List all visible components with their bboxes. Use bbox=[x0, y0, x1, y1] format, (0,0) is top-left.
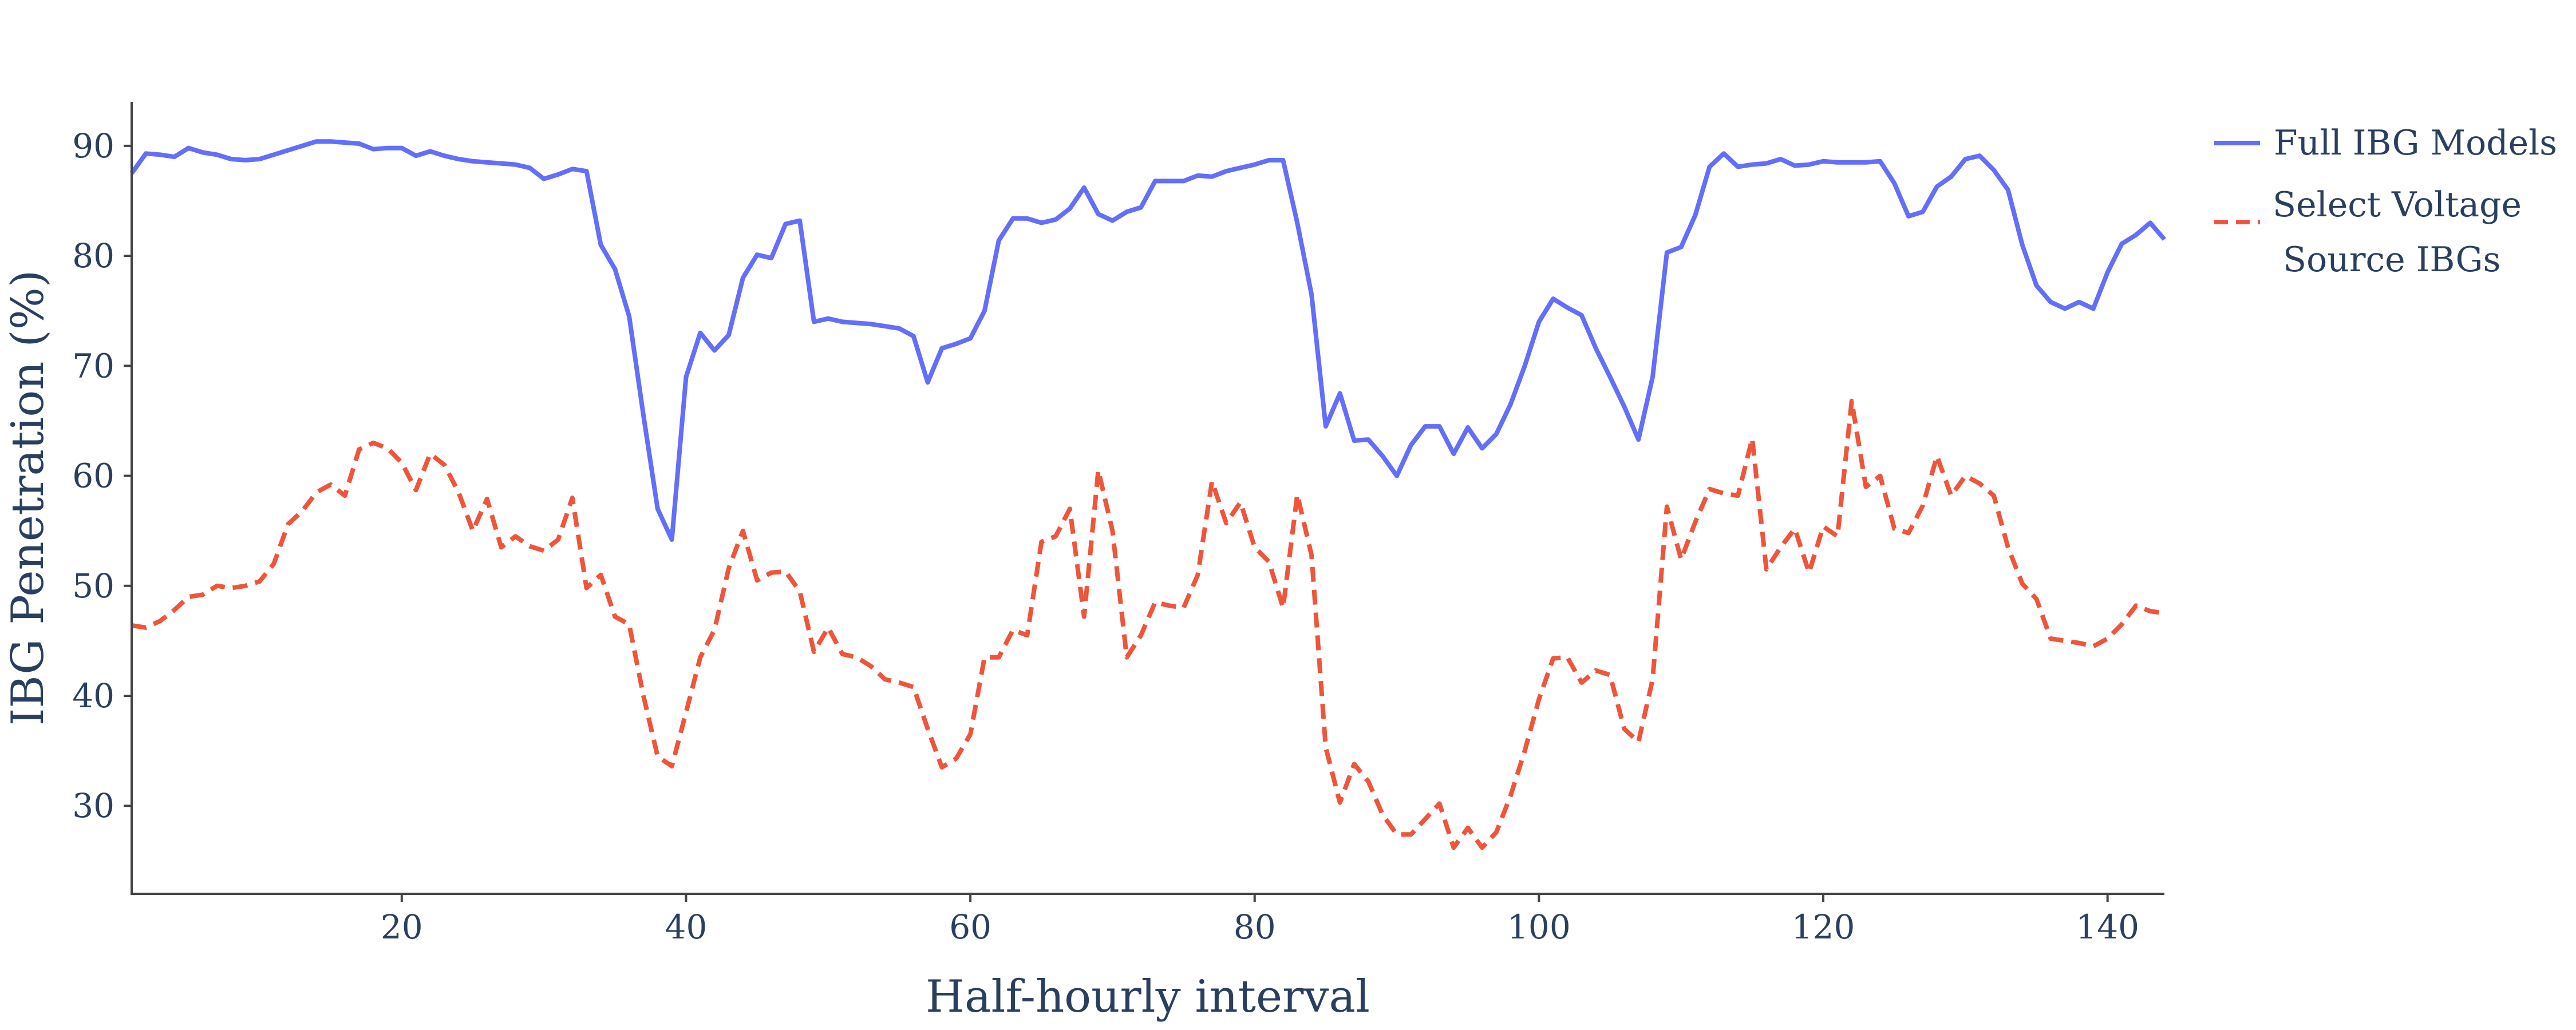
x-tick-label: 40 bbox=[665, 908, 708, 946]
legend-label-select-voltage-source-ibgs: Select Voltage Source IBGs bbox=[2273, 185, 2522, 280]
legend: Full IBG Models Select Voltage Source IBGs bbox=[2214, 123, 2557, 280]
series-full-ibg-models-line bbox=[129, 139, 2167, 542]
x-tick-label: 60 bbox=[949, 908, 991, 946]
x-axis-ticks: 20 40 60 80 100 120 140 bbox=[381, 894, 2139, 946]
x-tick-label: 100 bbox=[1507, 908, 1571, 946]
x-tick-label: 80 bbox=[1234, 908, 1276, 946]
series-layer bbox=[129, 139, 2167, 850]
x-axis-title: Half-hourly interval bbox=[926, 971, 1370, 1023]
x-tick-label: 120 bbox=[1792, 908, 1855, 946]
y-axis-ticks: 30 40 50 60 70 80 90 bbox=[72, 126, 132, 825]
y-tick-label: 90 bbox=[72, 126, 114, 165]
y-tick-label: 60 bbox=[72, 457, 114, 496]
x-tick-label: 140 bbox=[2076, 908, 2139, 946]
y-tick-label: 50 bbox=[72, 566, 114, 605]
series-select-voltage-source-ibgs-line bbox=[131, 398, 2165, 850]
y-axis-title: IBG Penetration (%) bbox=[2, 270, 54, 726]
y-tick-label: 80 bbox=[72, 236, 114, 275]
y-tick-label: 40 bbox=[72, 676, 114, 715]
x-tick-label: 20 bbox=[381, 908, 423, 946]
legend-label-full-ibg-models: Full IBG Models bbox=[2274, 123, 2557, 163]
y-tick-label: 70 bbox=[72, 346, 114, 385]
y-tick-label: 30 bbox=[72, 786, 114, 825]
